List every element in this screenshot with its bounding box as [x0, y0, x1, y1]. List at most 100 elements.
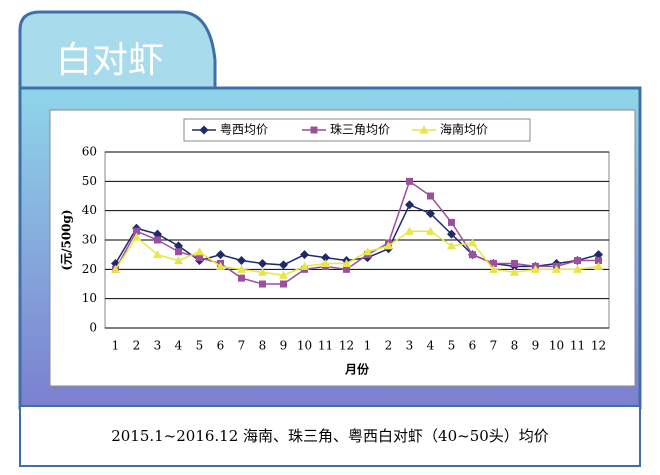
x-tick-label: 12: [339, 339, 354, 353]
data-point: [426, 226, 435, 235]
legend-label: 粤西均价: [220, 122, 268, 137]
y-tick-label: 20: [82, 262, 97, 276]
data-point: [216, 250, 225, 260]
x-tick-label: 7: [490, 339, 498, 353]
y-tick-label: 40: [82, 203, 97, 217]
data-point: [384, 241, 393, 250]
x-tick-label: 9: [280, 339, 288, 353]
data-point: [426, 209, 435, 219]
data-point: [154, 236, 161, 244]
data-point: [531, 264, 540, 273]
legend-marker: [419, 125, 429, 134]
data-point: [132, 232, 141, 241]
x-tick-label: 6: [217, 339, 225, 353]
data-point: [447, 229, 456, 239]
x-tick-label: 8: [511, 339, 519, 353]
legend-label: 珠三角均价: [330, 123, 390, 137]
x-tick-label: 1: [112, 339, 120, 353]
x-tick-label: 10: [297, 339, 312, 353]
data-point: [427, 192, 434, 200]
data-point: [321, 253, 330, 263]
data-point: [174, 241, 183, 251]
x-axis-label: 月份: [344, 362, 370, 377]
x-tick-label: 5: [448, 339, 456, 353]
y-axis-label: (元/500g): [60, 209, 74, 270]
y-tick-label: 10: [82, 291, 97, 305]
y-tick-label: 50: [82, 174, 97, 188]
data-point: [573, 264, 582, 273]
data-point: [490, 259, 497, 267]
data-point: [111, 264, 120, 273]
data-point: [447, 241, 456, 250]
legend-label: 海南均价: [440, 122, 488, 137]
x-tick-label: 2: [133, 339, 141, 353]
data-point: [133, 227, 140, 235]
data-point: [280, 280, 287, 288]
caption-box: [19, 405, 641, 467]
data-point: [175, 248, 182, 256]
data-point: [279, 260, 288, 270]
x-tick-label: 1: [364, 339, 372, 353]
data-point: [321, 258, 330, 267]
data-point: [342, 258, 351, 267]
chart-box: [49, 109, 636, 387]
data-point: [195, 247, 204, 256]
page-title: 白对虾: [56, 40, 164, 81]
data-point: [406, 177, 413, 185]
data-point: [300, 261, 309, 270]
x-tick-label: 11: [318, 339, 333, 353]
data-point: [153, 229, 162, 239]
x-tick-label: 8: [259, 339, 267, 353]
y-tick-label: 60: [82, 145, 97, 159]
data-point: [216, 261, 225, 270]
data-point: [511, 259, 518, 267]
series-line: [114, 230, 599, 276]
data-point: [595, 257, 602, 265]
x-tick-label: 3: [406, 339, 414, 353]
data-point: [594, 250, 603, 260]
data-point: [258, 258, 267, 268]
x-tick-label: 10: [549, 339, 564, 353]
data-point: [363, 247, 372, 256]
x-tick-label: 2: [385, 339, 393, 353]
data-point: [405, 200, 414, 210]
data-point: [174, 256, 183, 265]
x-tick-label: 11: [570, 339, 585, 353]
data-point: [468, 238, 477, 247]
data-point: [448, 218, 455, 226]
data-point: [196, 254, 203, 262]
x-tick-label: 5: [196, 339, 204, 353]
data-point: [258, 267, 267, 276]
y-tick-label: 0: [89, 321, 97, 335]
legend-marker: [199, 125, 209, 135]
data-point: [237, 264, 246, 273]
x-tick-label: 12: [591, 339, 606, 353]
data-point: [574, 257, 581, 265]
data-point: [153, 250, 162, 259]
x-tick-label: 9: [532, 339, 540, 353]
data-point: [238, 274, 245, 282]
data-point: [510, 267, 519, 276]
x-tick-label: 4: [427, 339, 435, 353]
y-tick-label: 30: [82, 233, 97, 247]
x-tick-label: 6: [469, 339, 477, 353]
caption: 2015.1~2016.12 海南、珠三角、粤西白对虾（40~50头）均价: [111, 427, 549, 445]
data-point: [279, 270, 288, 279]
data-point: [343, 265, 350, 273]
x-tick-label: 7: [238, 339, 246, 353]
data-point: [594, 261, 603, 270]
legend-marker: [310, 126, 318, 134]
data-point: [469, 251, 476, 259]
data-point: [552, 264, 561, 273]
data-point: [300, 250, 309, 260]
data-point: [405, 226, 414, 235]
data-point: [259, 280, 266, 288]
data-point: [489, 264, 498, 273]
data-point: [237, 256, 246, 266]
title-tab: [18, 10, 217, 92]
legend-box: [183, 118, 531, 142]
x-tick-label: 4: [175, 339, 183, 353]
x-tick-label: 3: [154, 339, 162, 353]
